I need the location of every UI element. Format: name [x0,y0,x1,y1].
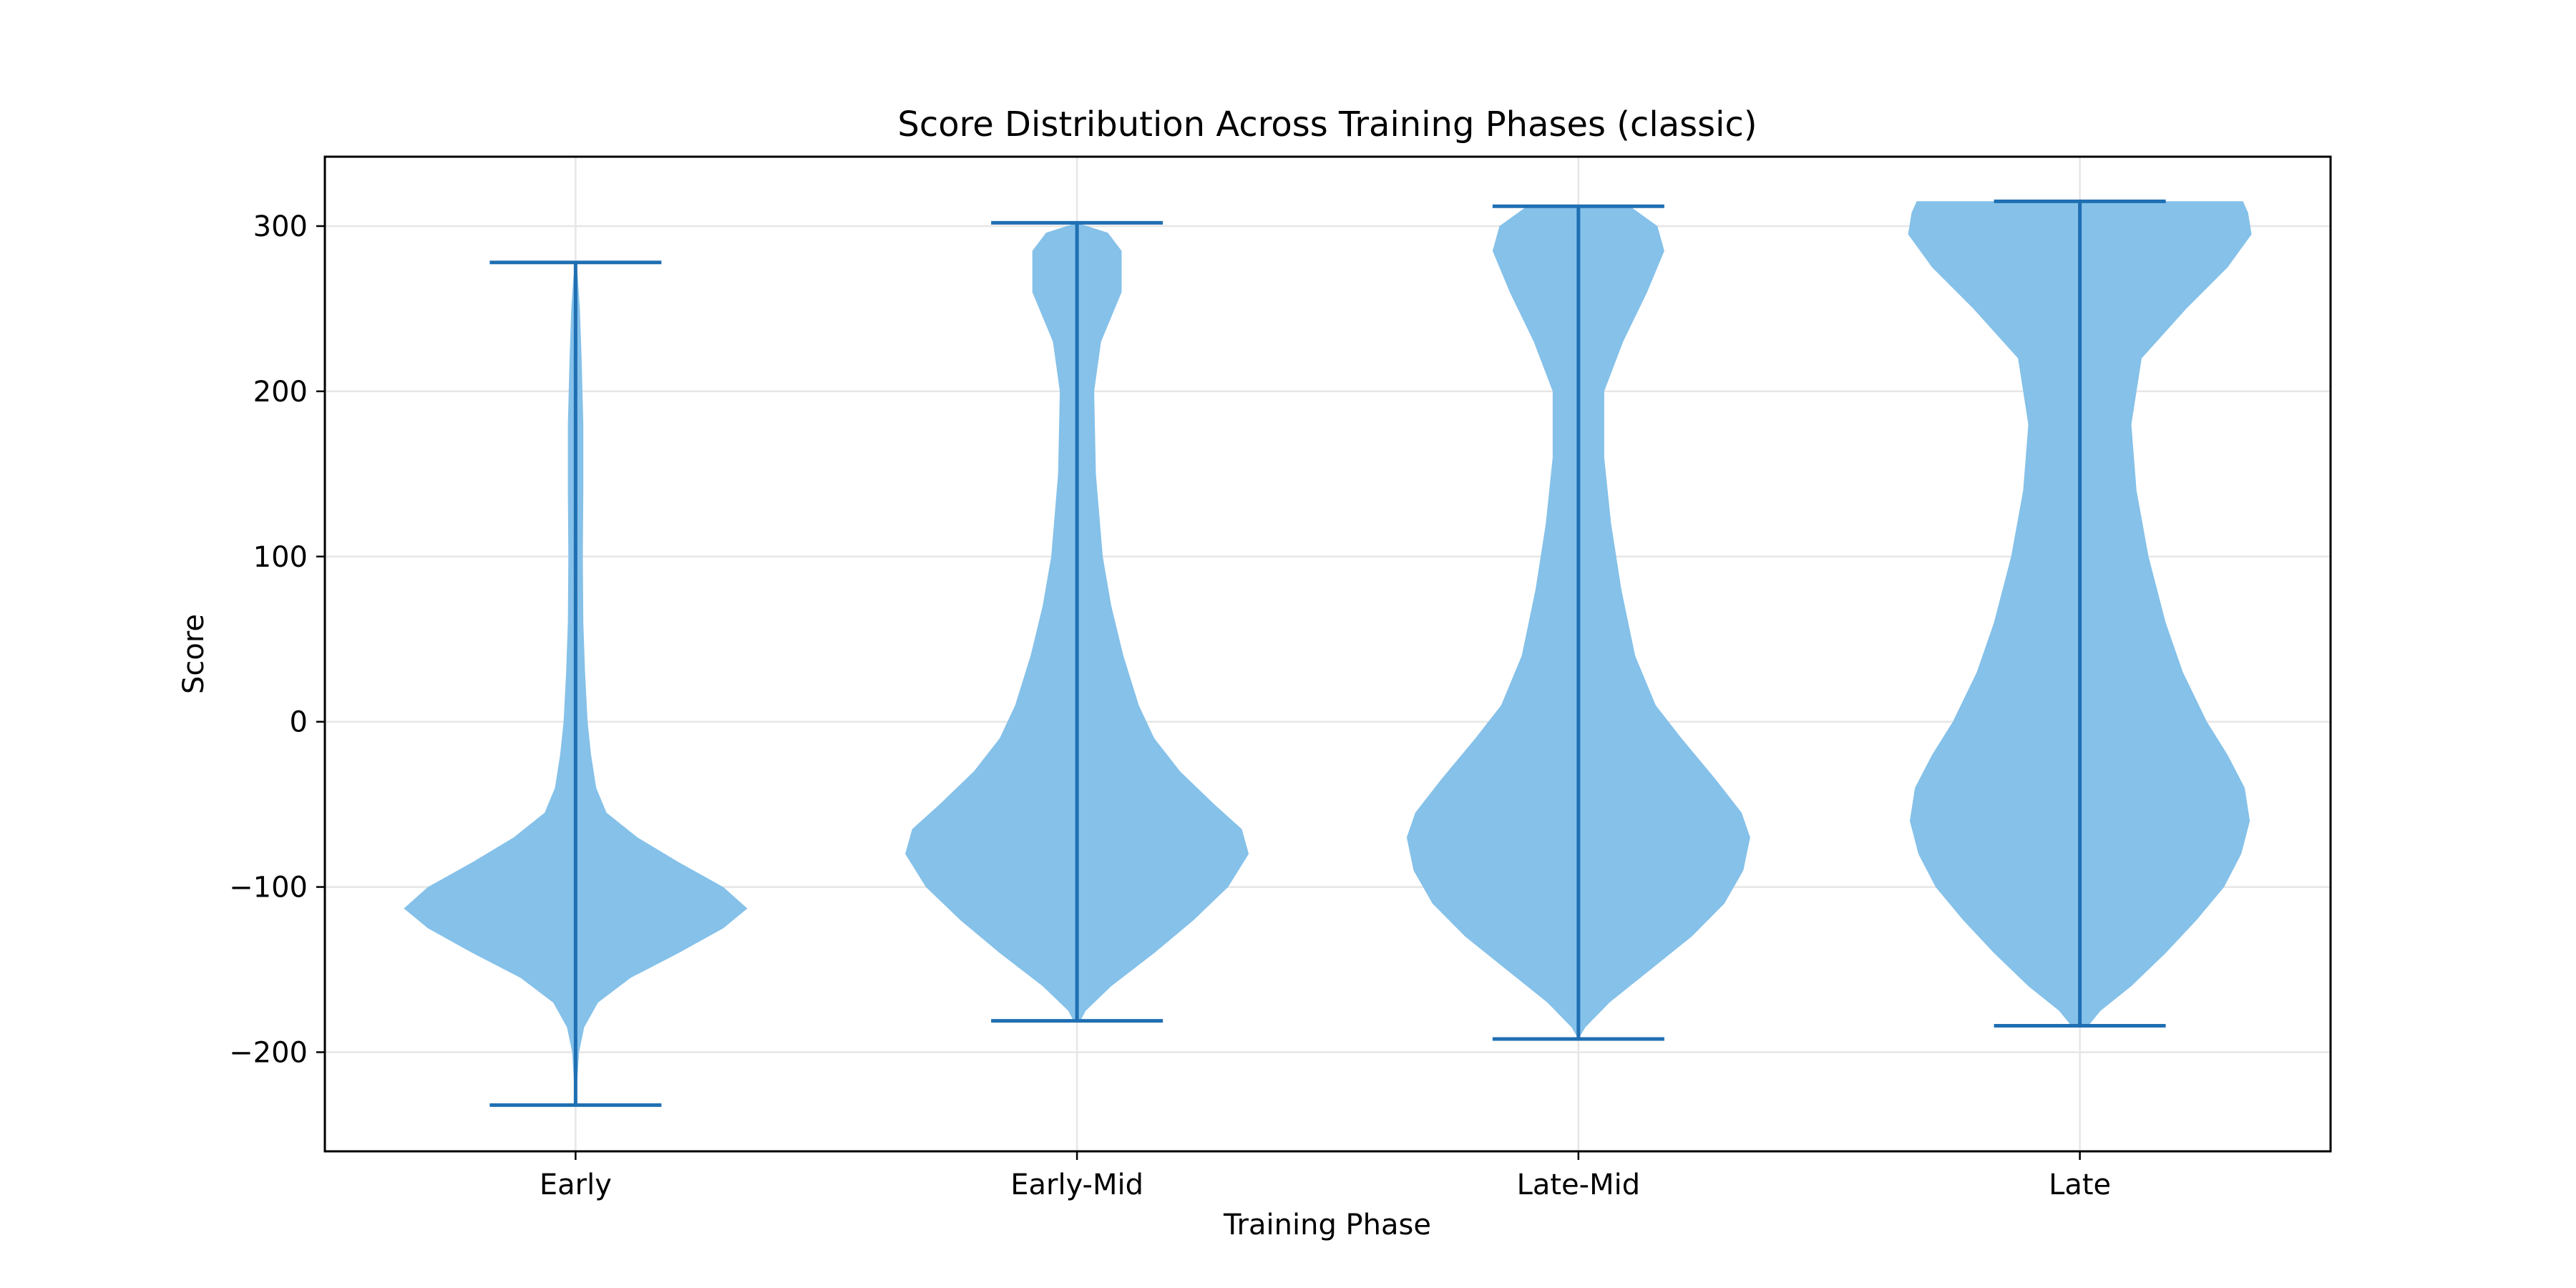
x-axis-label: Training Phase [1223,1209,1431,1241]
y-tick-label: 100 [253,541,308,574]
y-tick-label: −200 [229,1036,308,1069]
x-tick-label: Early [540,1169,612,1201]
x-tick-label: Late [2049,1169,2111,1201]
tick-layer: −200 −100 0 100 200 300 Early Early-Mid Late-Mid… [229,210,2111,1201]
x-tick-label: Late-Mid [1517,1169,1641,1201]
y-tick-label: 0 [290,706,308,739]
violin-layer [404,199,2252,1107]
y-tick-label: −100 [229,872,308,904]
y-tick-label: 300 [253,210,308,243]
x-tick-label: Early-Mid [1010,1169,1143,1201]
chart-title: Score Distribution Across Training Phase… [897,104,1757,145]
plot-frame [323,155,2332,1153]
y-axis-label: Score [177,614,210,694]
y-tick-label: 200 [253,376,308,409]
